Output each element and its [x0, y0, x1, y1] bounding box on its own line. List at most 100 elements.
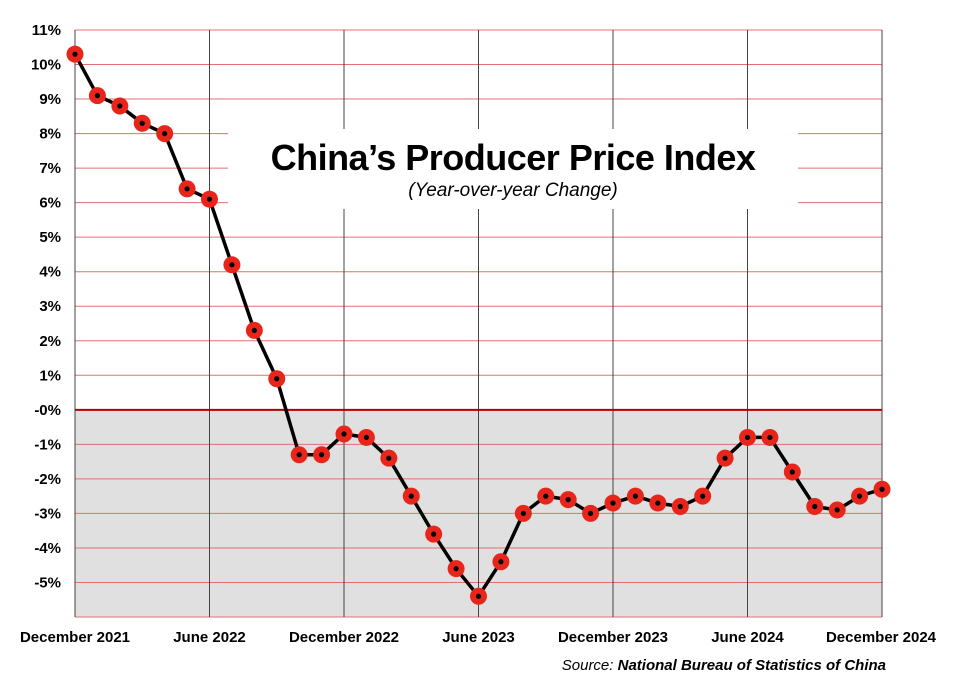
- y-tick-label: 11%: [32, 22, 61, 39]
- data-point: [66, 45, 84, 63]
- y-tick-label: -3%: [34, 505, 61, 522]
- y-tick-label: -5%: [34, 574, 61, 591]
- data-point-center: [363, 434, 370, 441]
- data-point-center: [587, 510, 594, 517]
- y-tick-label: 10%: [31, 57, 61, 74]
- y-tick-label: 2%: [39, 333, 61, 350]
- data-point: [694, 487, 712, 505]
- data-point: [828, 501, 846, 519]
- data-point-center: [184, 186, 190, 192]
- data-point: [537, 487, 555, 505]
- data-point-center: [341, 431, 347, 437]
- data-point-center: [318, 452, 325, 458]
- data-point-center: [94, 93, 101, 99]
- data-point: [380, 449, 398, 467]
- y-tick-label: -2%: [34, 471, 61, 488]
- data-point-center: [610, 500, 616, 506]
- data-point-center: [700, 493, 706, 499]
- data-point-center: [834, 507, 840, 513]
- data-point-center: [386, 455, 392, 461]
- data-point-center: [139, 120, 145, 126]
- source-name: National Bureau of Statistics of China: [617, 657, 886, 674]
- data-point-center: [274, 376, 280, 382]
- x-tick-label: December 2023: [558, 629, 668, 646]
- data-point-center: [206, 196, 213, 202]
- data-point: [649, 494, 667, 512]
- data-point-center: [789, 469, 795, 475]
- data-point-center: [72, 51, 78, 57]
- data-point-center: [453, 566, 459, 572]
- y-tick-labels: 11% 10% 9% 8% 7% 6% 5% 4% 3% 2% 1% -0% -1% -2% -3% -4% -…: [31, 22, 61, 591]
- x-tick-label: December 2024: [826, 629, 937, 646]
- data-point: [290, 446, 308, 464]
- data-point: [559, 491, 577, 509]
- data-point: [582, 504, 600, 522]
- y-tick-label: 4%: [39, 264, 61, 281]
- data-point: [761, 428, 779, 446]
- data-point: [447, 560, 465, 578]
- y-tick-label: 7%: [39, 160, 61, 177]
- data-point: [201, 190, 218, 208]
- chart-title: China’s Producer Price Index: [270, 137, 756, 178]
- data-point: [851, 487, 869, 505]
- data-point: [425, 525, 443, 543]
- y-tick-label: 8%: [39, 126, 61, 143]
- data-point: [156, 125, 174, 143]
- y-tick-label: 3%: [39, 298, 61, 315]
- data-point-center: [229, 262, 235, 268]
- series-markers: [66, 45, 891, 605]
- data-point: [716, 449, 734, 467]
- data-point-center: [722, 455, 728, 461]
- data-point: [873, 480, 891, 498]
- data-point-center: [767, 434, 773, 441]
- data-point: [492, 553, 510, 571]
- data-point-center: [520, 510, 526, 517]
- data-point-center: [498, 559, 504, 565]
- data-point: [357, 428, 375, 446]
- data-point-center: [408, 493, 414, 499]
- data-point: [313, 446, 331, 464]
- y-tick-label: -1%: [34, 436, 61, 453]
- data-point: [671, 498, 689, 516]
- y-tick-label: 5%: [39, 229, 61, 246]
- source-note: Source: National Bureau of Statistics of…: [562, 657, 886, 674]
- data-point-center: [565, 497, 571, 503]
- data-point: [514, 504, 532, 522]
- data-point: [470, 587, 487, 605]
- title-box: China’s Producer Price Index (Year-over-…: [228, 129, 798, 209]
- data-point-center: [162, 130, 168, 137]
- data-point: [402, 487, 420, 505]
- data-point: [178, 180, 196, 198]
- x-tick-label: June 2023: [442, 629, 515, 646]
- y-tick-label: 9%: [39, 91, 61, 108]
- data-point-center: [879, 486, 885, 492]
- data-point-center: [296, 452, 302, 458]
- data-point: [783, 463, 801, 481]
- x-tick-labels: December 2021 June 2022 December 2022 June …: [20, 629, 937, 646]
- y-tick-label: -4%: [34, 540, 61, 557]
- data-point-center: [655, 500, 661, 506]
- x-tick-label: June 2024: [711, 629, 784, 646]
- data-point: [604, 494, 622, 512]
- y-tick-label: 6%: [39, 195, 61, 212]
- data-point: [806, 498, 824, 516]
- y-tick-label: -0%: [34, 402, 61, 419]
- data-point-center: [475, 593, 482, 599]
- data-point: [739, 428, 756, 446]
- data-point: [133, 114, 151, 132]
- data-point-center: [117, 103, 123, 109]
- data-point: [626, 487, 644, 505]
- data-point-center: [632, 493, 639, 499]
- data-point-center: [812, 503, 818, 510]
- data-point-center: [431, 531, 437, 537]
- vertical-gridlines: [209, 30, 883, 617]
- data-point: [335, 425, 353, 443]
- source-prefix: Source:: [561, 657, 614, 674]
- data-point-center: [251, 327, 257, 334]
- x-tick-label: December 2022: [289, 629, 399, 646]
- data-point-center: [677, 503, 683, 510]
- data-point-center: [744, 434, 751, 441]
- data-point: [111, 97, 129, 115]
- x-tick-label: June 2022: [173, 629, 246, 646]
